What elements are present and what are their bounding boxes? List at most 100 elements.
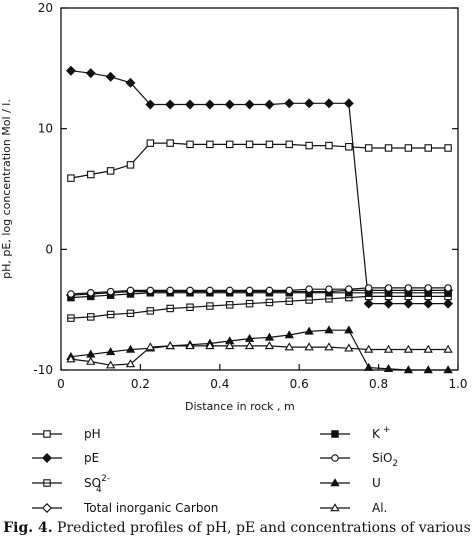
- series-line-u: [70, 329, 449, 371]
- data-point-u: [383, 363, 394, 373]
- data-point-ph: [444, 144, 452, 152]
- data-point-so4-2: [206, 302, 214, 310]
- data-point-al: [105, 360, 116, 369]
- data-point-so4-2: [325, 295, 333, 303]
- data-point-al: [304, 342, 314, 351]
- data-point-al: [344, 343, 354, 352]
- legend-item: SiO2: [320, 451, 398, 469]
- legend-marker: [330, 503, 340, 512]
- data-point-pe: [383, 298, 394, 309]
- data-point-sio2: [146, 286, 155, 295]
- legend-label-text: U: [372, 476, 381, 490]
- legend-label-text: K: [372, 427, 381, 441]
- data-point-sio2: [364, 284, 373, 292]
- data-point-pe: [304, 98, 315, 109]
- series-ph: [67, 139, 452, 182]
- data-point-pe: [343, 98, 354, 109]
- legend-label: K +: [372, 425, 390, 441]
- data-point-al: [244, 341, 255, 350]
- data-point-al: [364, 344, 374, 353]
- data-point-so4-2: [245, 299, 254, 308]
- data-point-al: [403, 344, 414, 353]
- data-point-sio2: [67, 290, 75, 298]
- y-axis: -10 0 10 20: [33, 1, 458, 377]
- series-layer: [65, 65, 454, 374]
- data-point-pe: [105, 71, 116, 82]
- chart: -10 0 10 20 0 0.2 0.4 0.6 0.8 1.0 pH, pE, log co…: [0, 1, 468, 515]
- data-point-u: [304, 326, 314, 335]
- data-point-ph: [106, 167, 115, 175]
- data-point-ph: [404, 144, 413, 152]
- data-point-ph: [364, 144, 373, 152]
- data-point-ph: [325, 141, 333, 150]
- y-axis-label: pH, pE, log concentration Mol / l.: [0, 99, 13, 279]
- legend-sup: +: [383, 425, 391, 435]
- data-point-ph: [384, 144, 393, 152]
- data-point-ph: [305, 141, 313, 150]
- data-point-ph: [186, 140, 194, 149]
- legend-marker: [331, 430, 339, 438]
- data-point-so4-2: [126, 309, 135, 318]
- data-point-al: [185, 341, 195, 350]
- y-tick-label: 20: [38, 1, 53, 15]
- data-point-sio2: [225, 286, 234, 295]
- data-point-so4-2: [265, 298, 274, 307]
- x-tick-label: 0.8: [369, 377, 388, 391]
- data-point-so4-2: [106, 310, 115, 319]
- data-point-u: [284, 330, 294, 339]
- data-point-al: [284, 342, 294, 351]
- caption-text: Predicted profiles of pH, pE and concent…: [52, 520, 471, 536]
- data-point-al: [225, 341, 235, 350]
- data-point-sio2: [186, 286, 194, 295]
- legend-label-text: SiO: [372, 451, 392, 465]
- data-point-sio2: [325, 285, 333, 293]
- legend-label: Total inorganic Carbon: [83, 501, 218, 515]
- data-point-so4-2: [87, 313, 95, 321]
- data-point-pe: [244, 99, 255, 110]
- legend-marker: [43, 479, 51, 487]
- data-point-sio2: [345, 285, 353, 293]
- data-point-pe: [185, 99, 196, 110]
- data-point-ph: [265, 140, 274, 149]
- data-point-so4-2: [146, 307, 155, 315]
- data-point-sio2: [206, 286, 214, 295]
- data-point-pe: [443, 298, 454, 309]
- legend-label: pE: [84, 451, 99, 465]
- data-point-sio2: [166, 286, 174, 295]
- legend-label-text: SO: [84, 476, 101, 490]
- x-axis-label: Distance in rock , m: [185, 400, 295, 413]
- data-point-u: [324, 325, 334, 334]
- data-point-ph: [424, 144, 432, 152]
- y-tick-label: 0: [45, 242, 53, 256]
- data-point-u: [403, 365, 414, 374]
- data-point-ph: [345, 143, 353, 151]
- data-point-u: [443, 365, 453, 374]
- data-point-pe: [165, 99, 176, 110]
- series-sio2: [67, 284, 452, 298]
- data-point-u: [364, 362, 374, 371]
- data-point-pe: [145, 99, 156, 110]
- legend-item: Al.: [320, 501, 387, 515]
- data-point-al: [165, 341, 175, 350]
- data-point-al: [443, 344, 453, 353]
- legend-label: U: [372, 476, 381, 490]
- legend-label: Al.: [372, 501, 387, 515]
- legend-marker: [330, 478, 340, 487]
- data-point-al: [145, 342, 155, 351]
- data-point-so4-2: [67, 314, 75, 322]
- legend-marker: [42, 503, 52, 513]
- data-point-al: [383, 344, 394, 353]
- legend-item: K +: [320, 425, 390, 441]
- legend-item: Total inorganic Carbon: [32, 501, 218, 515]
- series-line-pe: [70, 70, 449, 305]
- data-point-ph: [166, 139, 174, 147]
- data-point-al: [205, 341, 215, 350]
- x-tick-label: 0.2: [131, 377, 150, 391]
- legend-item: pH: [32, 427, 101, 441]
- data-point-sio2: [87, 289, 95, 297]
- data-point-al: [324, 342, 334, 351]
- data-point-al: [264, 341, 275, 350]
- data-point-so4-2: [186, 303, 194, 312]
- data-point-sio2: [285, 286, 294, 295]
- data-point-sio2: [404, 284, 413, 292]
